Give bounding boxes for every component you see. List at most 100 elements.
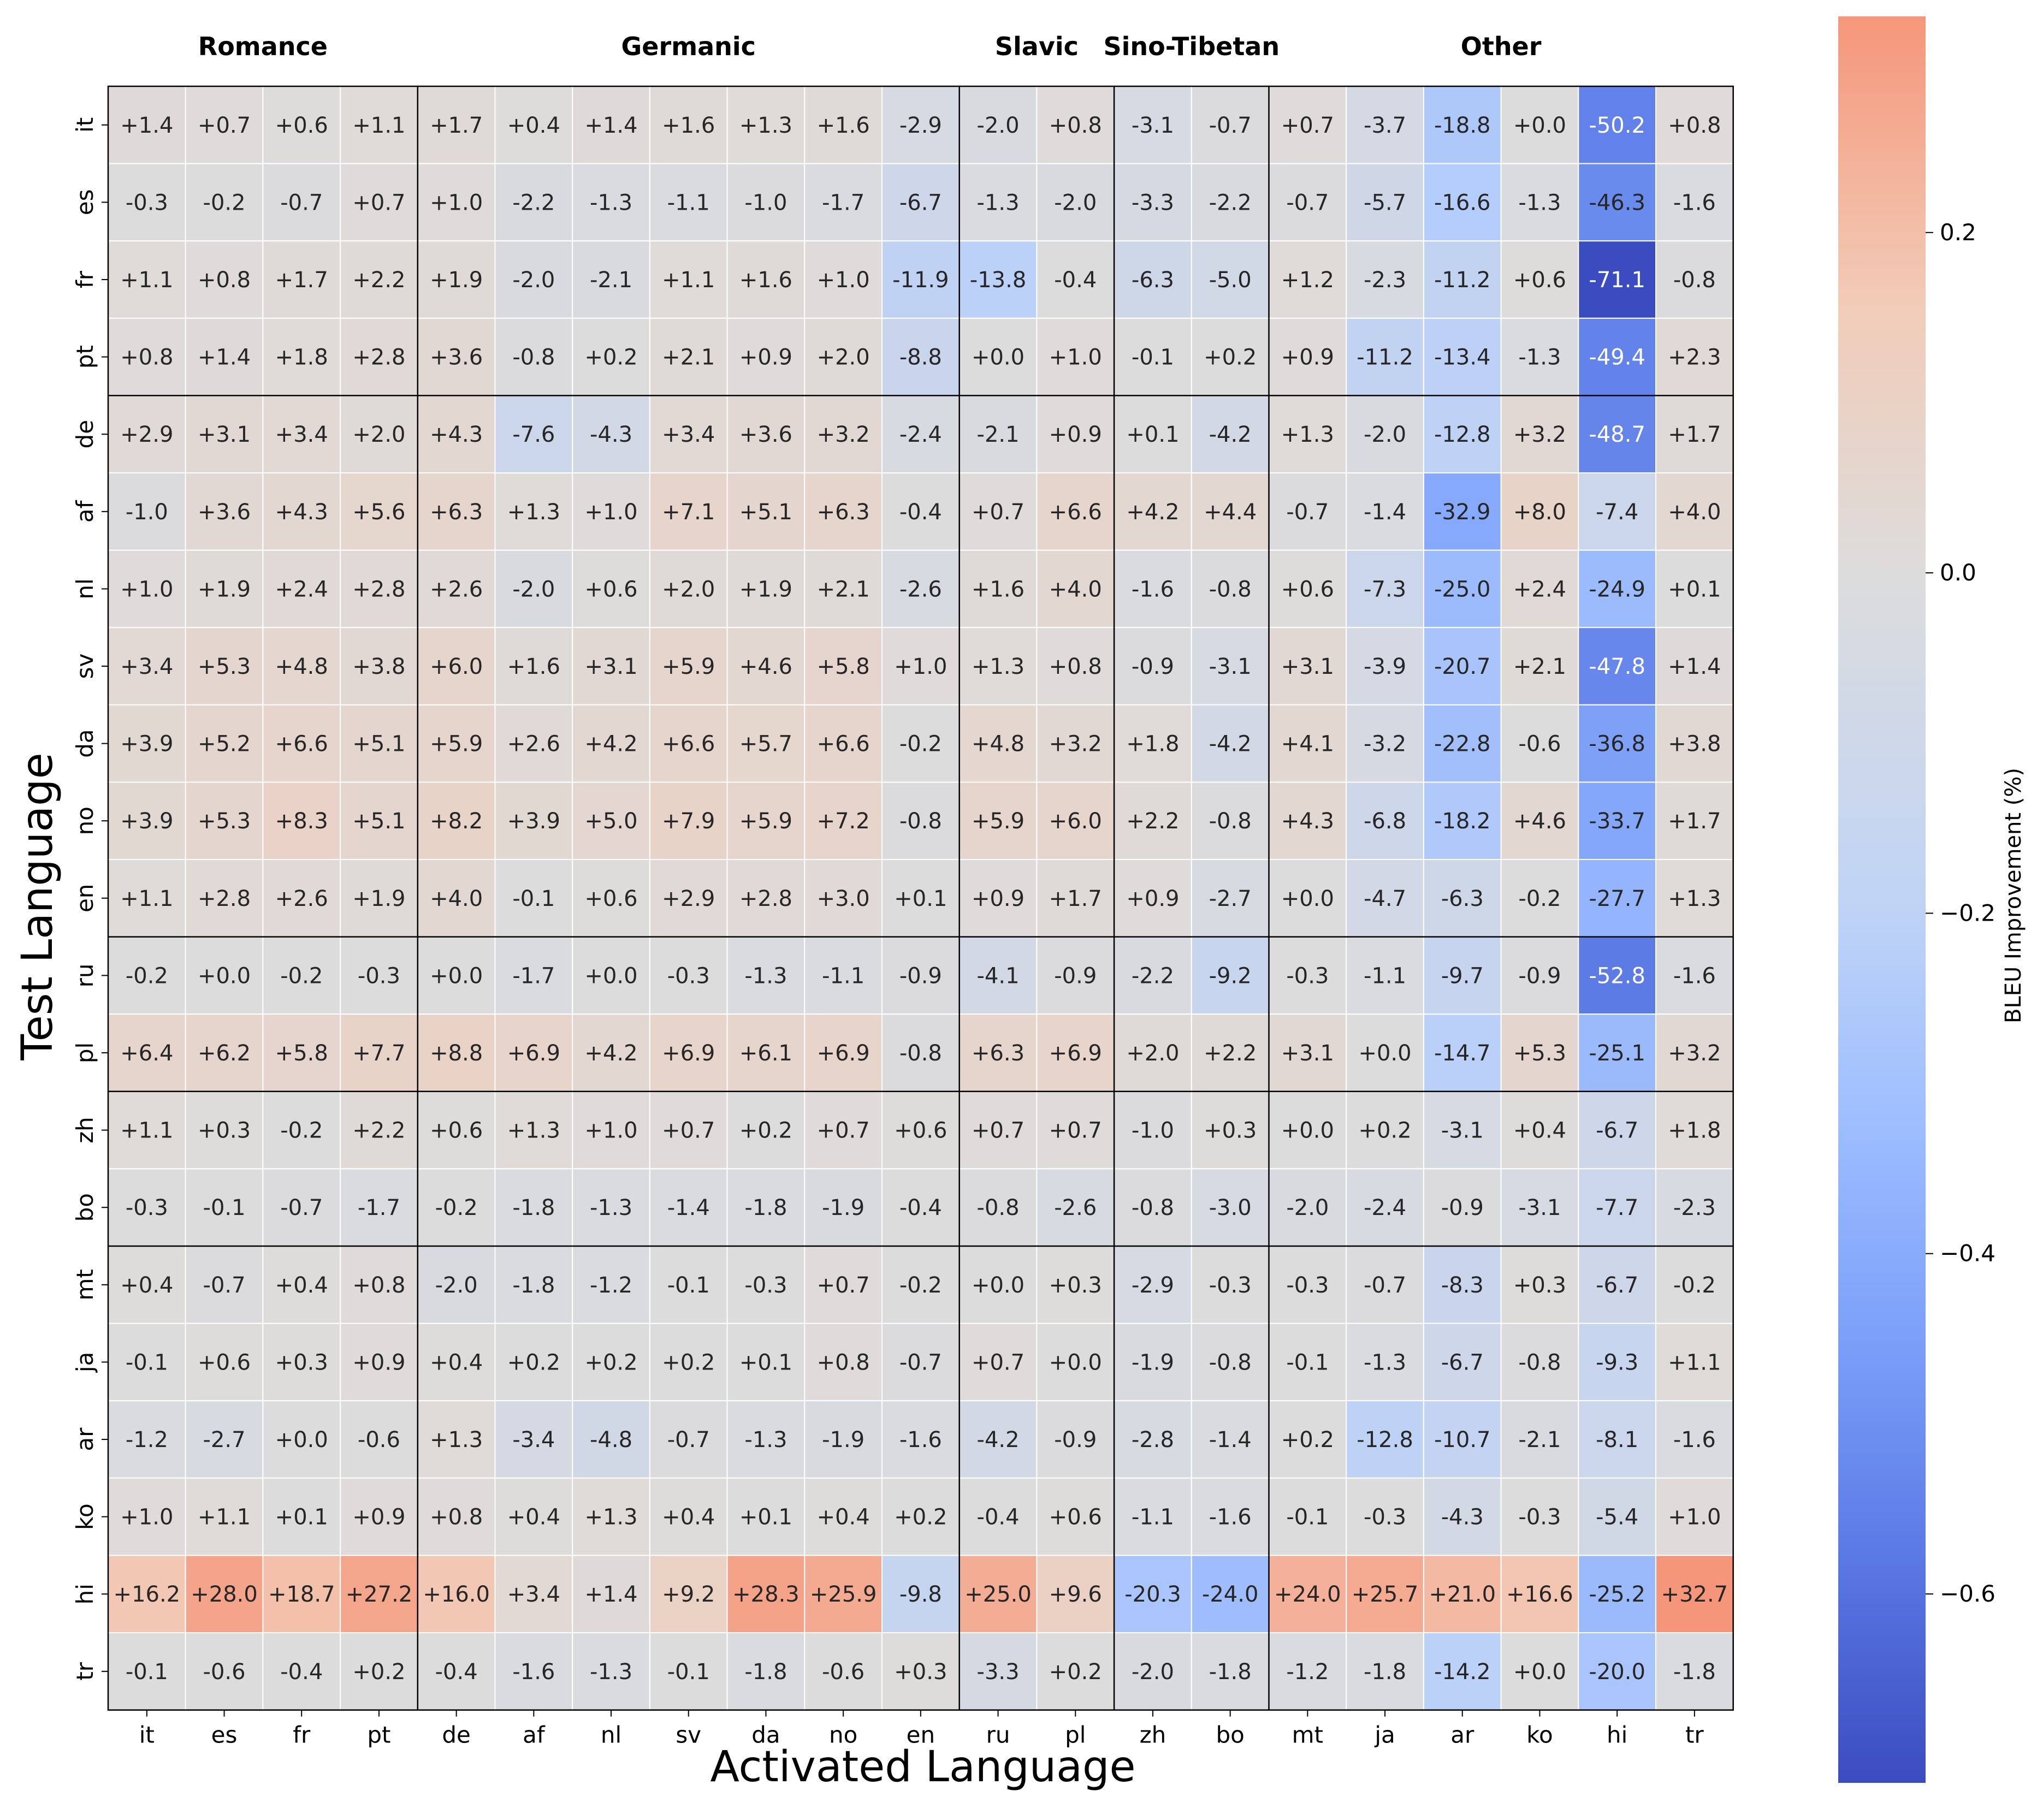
cell-value-label: -2.0 — [977, 113, 1020, 138]
cell-value-label: -2.9 — [1132, 1273, 1174, 1298]
heatmap-cell — [726, 1013, 806, 1092]
y-tick-label: es — [72, 189, 98, 216]
cell-value-label: -0.9 — [899, 963, 942, 988]
heatmap-cell — [262, 859, 341, 938]
cell-value-label: -0.3 — [1209, 1273, 1252, 1298]
heatmap-cell — [340, 395, 418, 474]
heatmap-cell — [108, 163, 186, 242]
cell-value-label: +0.6 — [584, 886, 637, 911]
x-tick-label: ja — [1374, 1722, 1395, 1748]
cell-value-label: +0.3 — [1513, 1273, 1566, 1298]
heatmap-cell — [726, 859, 806, 938]
cell-value-label: -52.8 — [1589, 963, 1645, 988]
heatmap-cell — [881, 704, 960, 783]
cell-value-label: +0.0 — [1513, 113, 1566, 138]
cell-value-label: +1.1 — [120, 886, 173, 911]
cell-value-label: -0.8 — [1209, 577, 1252, 602]
cell-value-label: +1.3 — [507, 500, 560, 525]
heatmap-cell — [1578, 549, 1657, 629]
cell-value-label: -0.8 — [977, 1195, 1020, 1220]
cell-value-label: -1.9 — [822, 1195, 864, 1220]
cell-value-label: +0.7 — [817, 1118, 870, 1143]
cell-value-label: +1.3 — [739, 113, 792, 138]
heatmap-cell — [108, 627, 186, 706]
heatmap-cell — [1036, 1632, 1115, 1711]
cell-value-label: -2.9 — [899, 113, 942, 138]
cell-value-label: +0.9 — [739, 345, 792, 370]
heatmap-cell — [1114, 936, 1192, 1015]
cell-value-label: +0.6 — [894, 1118, 947, 1143]
cell-value-label: +2.6 — [507, 732, 560, 757]
cell-value-label: -1.0 — [744, 190, 787, 215]
cell-value-label: +3.6 — [198, 500, 251, 525]
cell-value-label: -2.1 — [1518, 1427, 1561, 1453]
cell-value-label: +0.8 — [1049, 654, 1102, 679]
cell-value-label: -18.8 — [1434, 113, 1491, 138]
heatmap-cell — [649, 781, 728, 861]
cell-value-label: +6.4 — [120, 1041, 173, 1066]
cell-value-label: -1.3 — [1518, 345, 1561, 370]
cell-value-label: +3.9 — [120, 809, 173, 834]
heatmap-cell — [649, 704, 728, 783]
cell-value-label: +2.0 — [817, 345, 870, 370]
cell-value-label: +2.8 — [739, 886, 792, 911]
cell-value-label: +2.3 — [1668, 345, 1721, 370]
heatmap-cell — [1114, 317, 1192, 396]
heatmap-cell — [340, 317, 418, 396]
heatmap-cell — [417, 549, 496, 629]
heatmap-cell — [1655, 1323, 1734, 1402]
heatmap-cell — [262, 1246, 341, 1324]
heatmap-cell — [494, 240, 573, 319]
cell-value-label: +3.4 — [662, 422, 715, 447]
cell-value-label: +0.8 — [1049, 113, 1102, 138]
cell-value-label: +9.2 — [662, 1582, 715, 1607]
heatmap-cell — [649, 1555, 728, 1633]
cell-value-label: +0.4 — [817, 1505, 870, 1530]
cell-value-label: +1.6 — [972, 577, 1025, 602]
heatmap-cell — [1500, 317, 1579, 396]
cell-value-label: -0.2 — [1673, 1273, 1716, 1298]
cell-value-label: +1.3 — [430, 1427, 483, 1453]
heatmap-cell — [804, 317, 883, 396]
heatmap-cell — [1578, 1168, 1657, 1247]
cell-value-label: +0.7 — [662, 1118, 715, 1143]
x-tick-label: da — [751, 1722, 780, 1748]
cell-value-label: +1.1 — [662, 268, 715, 293]
cell-value-label: +6.9 — [817, 1041, 870, 1066]
cell-value-label: -7.3 — [1364, 577, 1406, 602]
cell-value-label: +1.9 — [198, 577, 251, 602]
cell-value-label: -2.1 — [590, 268, 632, 293]
heatmap-cell — [572, 1555, 650, 1633]
cell-value-label: +1.3 — [507, 1118, 560, 1143]
heatmap-cell — [1191, 317, 1270, 396]
cell-value-label: +2.8 — [198, 886, 251, 911]
heatmap-cell — [1268, 472, 1347, 551]
cell-value-label: -0.8 — [1518, 1350, 1561, 1375]
cell-value-label: +1.1 — [198, 1505, 251, 1530]
cell-value-label: +0.1 — [1668, 577, 1721, 602]
cell-value-label: +4.6 — [739, 654, 792, 679]
heatmap-cells — [108, 86, 1734, 1711]
heatmap-cell — [417, 781, 496, 861]
cell-value-label: -2.0 — [1364, 422, 1406, 447]
cell-value-label: +6.6 — [275, 732, 328, 757]
cell-value-label: -0.3 — [744, 1273, 787, 1298]
cell-value-label: +1.0 — [894, 654, 947, 679]
heatmap-cell — [1578, 627, 1657, 706]
cell-value-label: +7.7 — [352, 1041, 405, 1066]
heatmap-cell — [1655, 472, 1734, 551]
x-tick-label: no — [829, 1722, 857, 1748]
heatmap-cell — [1578, 1632, 1657, 1711]
cell-value-label: +16.0 — [423, 1582, 490, 1607]
heatmap-cell — [185, 549, 264, 629]
cell-value-label: +0.3 — [1049, 1273, 1102, 1298]
heatmap-cell — [1346, 859, 1424, 938]
heatmap-cell — [1268, 549, 1347, 629]
cell-value-label: -13.4 — [1434, 345, 1491, 370]
cell-value-label: -4.3 — [1441, 1505, 1484, 1530]
cell-value-label: +1.8 — [1668, 1118, 1721, 1143]
cell-value-label: +0.8 — [198, 268, 251, 293]
cell-value-label: +0.1 — [275, 1505, 328, 1530]
cell-value-label: -6.3 — [1441, 886, 1484, 911]
cell-value-label: -1.6 — [1673, 1427, 1716, 1453]
